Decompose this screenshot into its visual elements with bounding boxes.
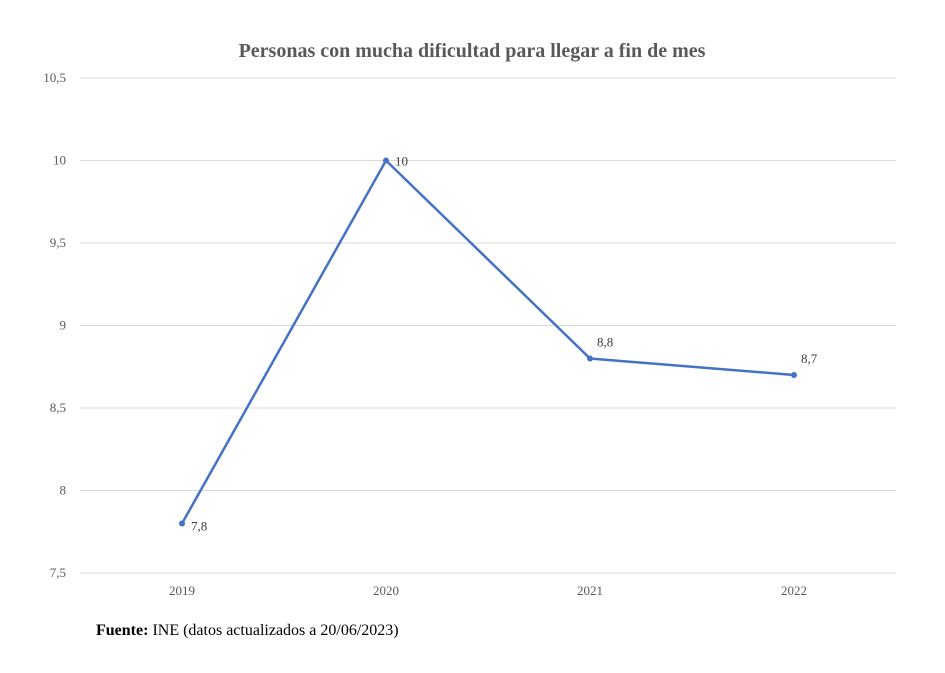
series-line (180, 159, 795, 525)
data-label: 8,7 (801, 351, 818, 366)
y-tick-label: 9,5 (50, 235, 66, 250)
data-point (587, 355, 593, 362)
series-line-group (179, 157, 797, 527)
x-tick-label: 2021 (577, 583, 603, 598)
source-label: Fuente: (96, 622, 149, 639)
data-label: 8,8 (597, 335, 613, 350)
y-tick-label: 7,5 (50, 565, 66, 580)
data-labels: 7,8 10 8,8 8,7 (191, 154, 818, 534)
source-note: Fuente: INE (datos actualizados a 20/06/… (96, 622, 399, 640)
y-tick-label: 10,5 (43, 70, 66, 85)
x-tick-label: 2019 (169, 583, 195, 598)
chart-title: Personas con mucha dificultad para llega… (239, 40, 706, 62)
y-tick-label: 8 (60, 483, 67, 498)
data-point (179, 520, 185, 527)
x-tick-label: 2020 (373, 583, 399, 598)
data-label: 7,8 (191, 519, 207, 534)
y-axis-ticks: 7,5 8 8,5 9 9,5 10 10,5 (43, 70, 66, 580)
y-tick-label: 8,5 (50, 400, 66, 415)
y-tick-label: 9 (60, 318, 67, 333)
x-tick-label: 2022 (781, 583, 807, 598)
x-axis-ticks: 2019 2020 2021 2022 (169, 583, 807, 598)
data-point (791, 372, 797, 378)
data-point (383, 157, 389, 164)
gridlines (80, 77, 896, 574)
data-label: 10 (395, 154, 408, 169)
source-text: INE (datos actualizados a 20/06/2023) (148, 622, 399, 639)
y-tick-label: 10 (53, 153, 66, 168)
